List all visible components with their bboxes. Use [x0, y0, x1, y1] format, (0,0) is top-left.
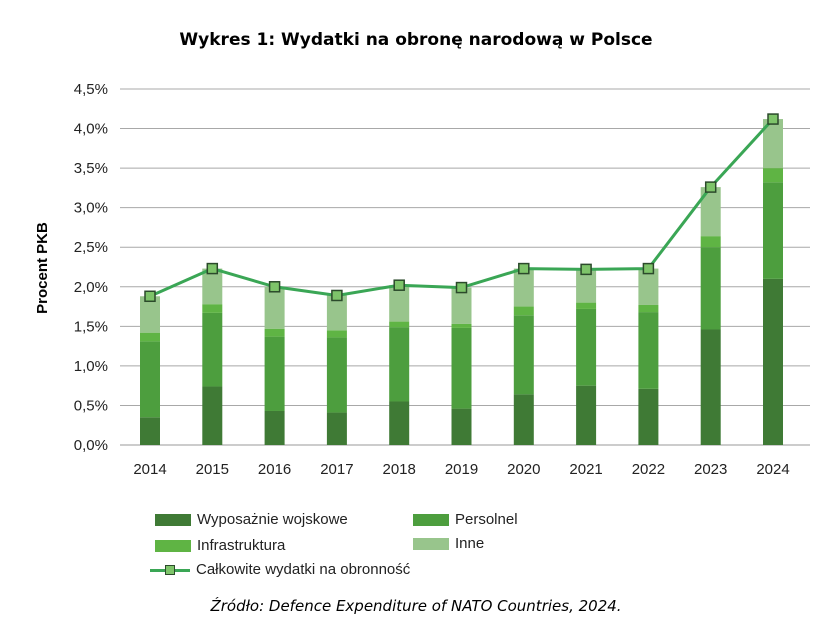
legend-swatch-infrastructure: [155, 539, 191, 552]
bar-segment: [638, 312, 659, 389]
y-tick-label: 2,5%: [74, 239, 108, 256]
x-tick-label: 2015: [196, 461, 229, 478]
y-tick-label: 1,0%: [74, 358, 108, 375]
y-tick-label: 4,5%: [74, 81, 108, 98]
y-tick-label: 1,5%: [74, 318, 108, 335]
x-tick-label: 2019: [445, 461, 478, 478]
x-tick-label: 2018: [383, 461, 416, 478]
bar-segment: [202, 268, 223, 305]
bar-segment: [638, 304, 659, 313]
bar-segment: [638, 268, 659, 305]
x-tick-label: 2021: [569, 461, 602, 478]
bar-segment: [576, 385, 597, 445]
bar-segment: [513, 394, 534, 445]
legend-item-other: Inne: [413, 535, 484, 552]
bar-segment: [700, 329, 721, 445]
legend-swatch-other: [413, 537, 449, 550]
bar-segment: [513, 306, 534, 316]
line-marker: [767, 113, 779, 125]
x-tick-label: 2017: [320, 461, 353, 478]
line-marker: [518, 262, 530, 275]
y-tick-label: 3,0%: [74, 200, 108, 217]
y-tick-label: 0,0%: [74, 437, 108, 454]
x-tick-label: 2014: [133, 461, 166, 478]
x-tick-label: 2024: [756, 461, 789, 478]
bar-segment: [140, 417, 160, 445]
y-tick-label: 0,5%: [74, 397, 108, 414]
bar-segment: [638, 388, 659, 445]
x-tick-label: 2016: [258, 461, 291, 478]
bar-segment: [451, 323, 472, 328]
bar-segment: [326, 412, 347, 445]
legend-item-personnel: Persolnel: [413, 511, 518, 528]
bar-segment: [264, 328, 285, 337]
bar-segment: [389, 321, 410, 328]
bar-segment: [202, 386, 223, 445]
legend-label-total: Całkowite wydatki na obronność: [196, 561, 411, 578]
bar-segment: [389, 327, 410, 402]
bar-segment: [451, 287, 472, 324]
legend-label-personnel: Persolnel: [455, 511, 518, 528]
bar-segment: [763, 182, 783, 279]
line-marker: [704, 181, 717, 193]
y-tick-label: 3,5%: [74, 160, 108, 177]
x-tick-label: 2023: [694, 461, 727, 478]
legend-swatch-personnel: [413, 513, 449, 526]
bar-segment: [576, 308, 597, 386]
bar-segment: [576, 269, 597, 303]
line-marker: [393, 279, 405, 291]
bar-segment: [264, 336, 285, 411]
x-tick-label: 2020: [507, 461, 540, 478]
line-marker: [331, 289, 343, 302]
line-marker: [455, 281, 468, 294]
bar-segment: [576, 302, 597, 309]
bar-segment: [763, 119, 783, 169]
legend-item-infrastructure: Infrastruktura: [155, 537, 285, 554]
bar-segment: [513, 268, 534, 307]
line-marker: [206, 262, 219, 275]
bar-segment: [763, 168, 783, 183]
bar-segment: [264, 410, 285, 445]
bar-segment: [202, 312, 223, 387]
line-marker: [144, 290, 156, 303]
y-tick-label: 4,0%: [74, 121, 108, 138]
bar-segment: [140, 296, 160, 333]
bar-segment: [700, 187, 721, 237]
line-marker: [268, 281, 281, 293]
bar-segment: [264, 286, 285, 329]
bar-segment: [326, 295, 347, 331]
bar-segment: [451, 408, 472, 445]
bar-segment: [451, 327, 472, 409]
bar-segment: [140, 341, 160, 418]
chart-title: Wykres 1: Wydatki na obronę narodową w P…: [179, 30, 653, 50]
bar-segment: [700, 247, 721, 330]
legend-swatch-equipment: [155, 513, 191, 526]
chart-area: 0,0% 0,5% 1,0% 1,5% 2,0% 2,5% 3,0% 3,5% 4,0% 4,5%…: [34, 81, 810, 478]
bar-segment: [389, 401, 410, 445]
y-tick-label: 2,0%: [74, 279, 108, 296]
bar-segment: [763, 278, 783, 445]
source-note: Źródło: Defence Expenditure of NATO Coun…: [210, 597, 622, 615]
legend-label-infrastructure: Infrastruktura: [197, 537, 286, 554]
bar-segment: [700, 236, 721, 248]
y-axis-label: Procent PKB: [34, 222, 51, 314]
legend-item-equipment: Wyposażnie wojskowe: [155, 511, 348, 528]
legend-item-total: Całkowite wydatki na obronność: [150, 561, 410, 578]
legend-swatch-total: [150, 563, 190, 577]
bar-segment: [326, 330, 347, 338]
bar-segment: [202, 304, 223, 313]
line-marker: [580, 263, 592, 276]
bar-segment: [389, 285, 410, 322]
bar-segment: [140, 332, 160, 342]
bar-segment: [326, 337, 347, 413]
line-marker: [642, 262, 655, 275]
x-tick-label: 2022: [632, 461, 665, 478]
legend-label-equipment: Wyposażnie wojskowe: [197, 511, 348, 528]
legend-label-other: Inne: [455, 535, 485, 552]
bar-segment: [513, 315, 534, 395]
